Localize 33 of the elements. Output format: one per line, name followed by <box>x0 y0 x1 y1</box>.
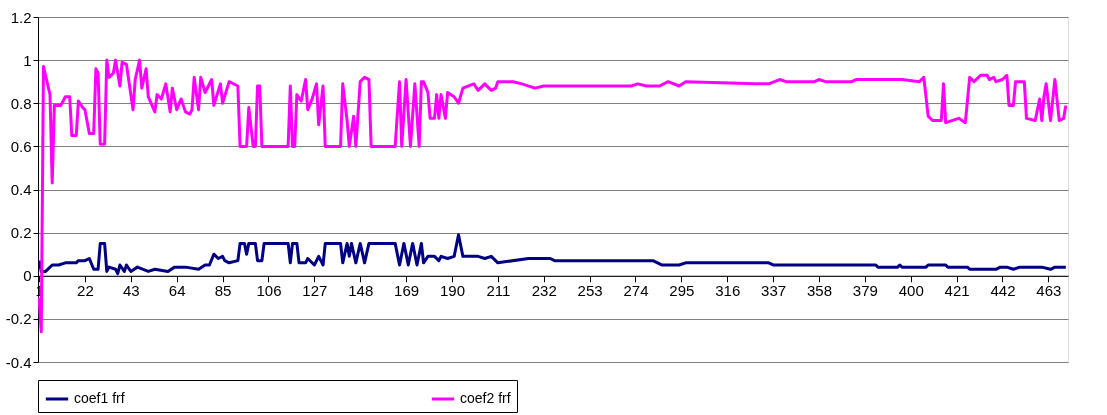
x-tick-label: 400 <box>898 282 924 300</box>
x-tick-label: 127 <box>302 282 328 300</box>
legend-label: coef2 frf <box>460 390 511 406</box>
y-tick-label: 0.2 <box>10 224 32 242</box>
x-tick-label: 232 <box>531 282 557 300</box>
legend-label: coef1 frf <box>74 390 125 406</box>
y-tick-label: -0.2 <box>5 310 32 328</box>
x-tick-label: 106 <box>256 282 282 300</box>
y-tick-label: 1.2 <box>10 8 32 26</box>
x-tick-label: 190 <box>439 282 465 300</box>
x-tick-label: 358 <box>806 282 832 300</box>
y-tick-label: 0.8 <box>10 94 32 112</box>
x-tick-label: 169 <box>394 282 420 300</box>
y-tick-label: -0.4 <box>5 353 32 371</box>
x-tick-label: 295 <box>669 282 695 300</box>
y-tick-label: 0.6 <box>10 137 32 155</box>
x-tick-label: 22 <box>77 282 94 300</box>
x-tick-label: 64 <box>168 282 186 300</box>
x-tick-label: 442 <box>990 282 1016 300</box>
x-tick-label: 253 <box>577 282 603 300</box>
x-tick-label: 274 <box>623 282 649 300</box>
y-tick-label: 0 <box>23 267 32 285</box>
x-tick-label: 85 <box>214 282 232 300</box>
x-tick-label: 43 <box>123 282 140 300</box>
x-tick-label: 337 <box>761 282 787 300</box>
x-tick-label: 463 <box>1036 282 1062 300</box>
y-tick-label: 1 <box>23 51 32 69</box>
x-tick-label: 211 <box>486 282 511 300</box>
x-tick-label: 421 <box>944 282 970 300</box>
y-tick-label: 0.4 <box>10 181 32 198</box>
x-tick-label: 148 <box>348 282 374 300</box>
x-tick-label: 316 <box>715 282 741 300</box>
x-tick-label: 379 <box>852 282 878 300</box>
